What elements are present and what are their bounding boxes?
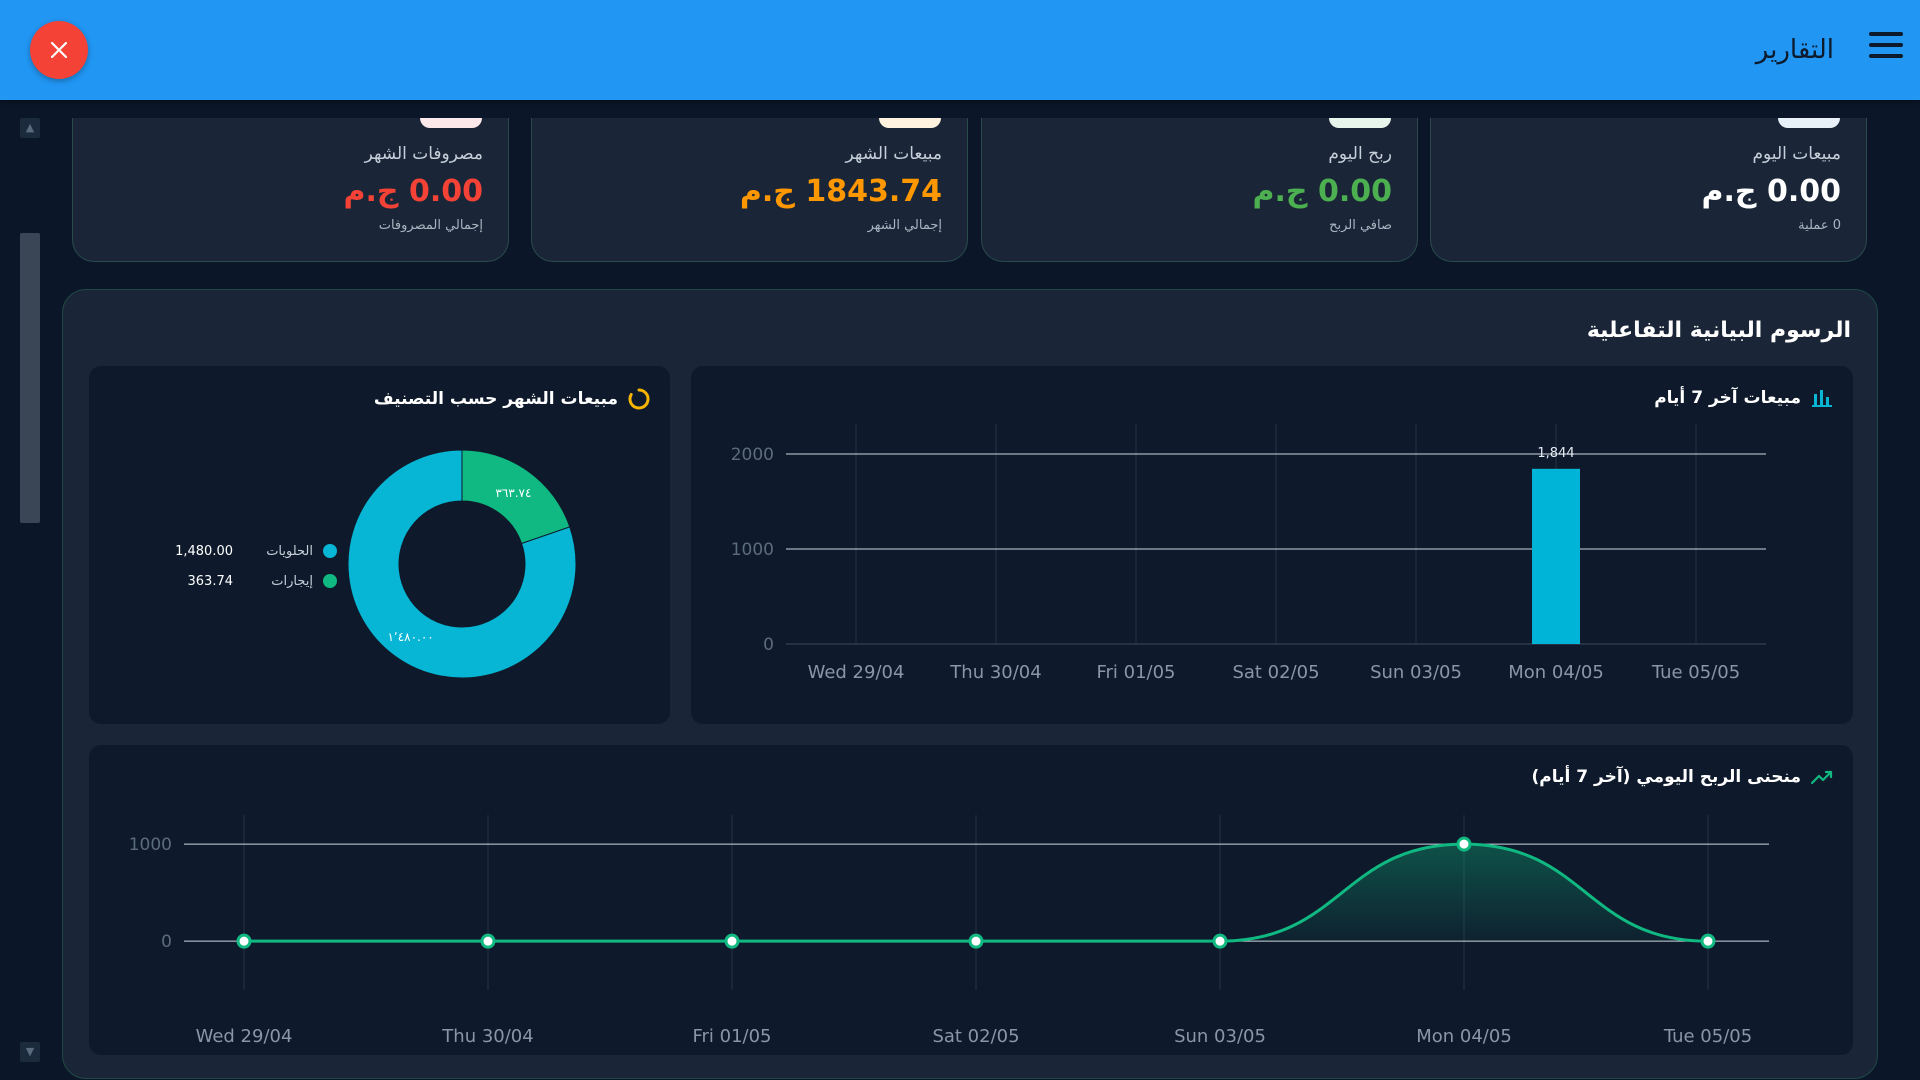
weekly-sales-card: مبيعات آخر 7 أيام 0 1000 2000 Wed 29/04 Thu … — [691, 366, 1853, 724]
data-point — [236, 933, 252, 949]
stat-card-today-sales: مبيعات اليوم 0.00 ج.م 0 عملية — [1430, 118, 1867, 262]
stat-subtitle: إجمالي المصروفات — [378, 218, 483, 233]
scroll-up-arrow[interactable]: ▲ — [20, 118, 40, 138]
donut-slice — [347, 449, 577, 679]
data-point — [724, 933, 740, 949]
legend-dot — [323, 574, 337, 588]
category-sales-title-text: مبيعات الشهر حسب التصنيف — [373, 389, 618, 409]
category-sales-title: مبيعات الشهر حسب التصنيف — [374, 388, 650, 410]
stat-label: مبيعات اليوم — [1752, 144, 1842, 164]
donut-chart-icon — [628, 388, 650, 410]
data-point — [1212, 933, 1228, 949]
x-tick-label: Thu 30/04 — [441, 1026, 533, 1047]
x-tick-label: Fri 01/05 — [692, 1026, 771, 1047]
x-tick-label: Mon 04/05 — [1416, 1026, 1512, 1047]
data-point — [1456, 836, 1472, 852]
stat-value: 1843.74 ج.م — [739, 174, 942, 209]
data-label: 1,844 — [1537, 446, 1574, 461]
y-tick-label: 1000 — [731, 540, 774, 560]
x-tick-label: Sat 02/05 — [932, 1026, 1019, 1047]
x-tick-label: Fri 01/05 — [1096, 662, 1175, 683]
slice-label: ١٬٤٨٠.٠٠ — [387, 630, 433, 644]
stat-card-tab — [1778, 118, 1840, 128]
x-tick-label: Sat 02/05 — [1232, 662, 1319, 683]
charts-panel: الرسوم البيانية التفاعلية مبيعات الشهر ح… — [62, 289, 1878, 1079]
close-button[interactable] — [30, 21, 88, 79]
stat-subtitle: صافي الربح — [1329, 218, 1392, 233]
stat-card-tab — [1329, 118, 1391, 128]
top-app-bar: التقارير — [0, 0, 1920, 100]
stat-card-tab — [420, 118, 482, 128]
legend-value: 363.74 — [187, 573, 234, 589]
bar-chart-icon — [1812, 390, 1832, 407]
legend-dot — [323, 544, 337, 558]
y-tick-label: 1000 — [129, 835, 172, 855]
data-point — [480, 933, 496, 949]
stat-value: 0.00 ج.م — [1701, 174, 1841, 209]
stat-subtitle: إجمالي الشهر — [867, 218, 942, 233]
charts-panel-title: الرسوم البيانية التفاعلية — [1586, 318, 1851, 343]
slice-label: ٣٦٣.٧٤ — [495, 486, 531, 500]
legend-value: 1,480.00 — [175, 543, 233, 559]
stat-value: 0.00 ج.م — [343, 174, 483, 209]
menu-icon — [1869, 32, 1903, 36]
page-title: التقارير — [1755, 35, 1834, 65]
stat-subtitle: 0 عملية — [1798, 218, 1841, 233]
data-point — [968, 933, 984, 949]
bar-chart[interactable]: 0 1000 2000 Wed 29/04 Thu 30/04 Fri 01/05 Sat … — [691, 366, 1853, 724]
x-tick-label: Sun 03/05 — [1370, 662, 1462, 683]
y-tick-label: 0 — [763, 635, 774, 655]
weekly-sales-title: مبيعات آخر 7 أيام — [1654, 388, 1833, 408]
x-tick-label: Tue 05/05 — [1663, 1026, 1752, 1047]
stat-label: مصروفات الشهر — [364, 144, 483, 164]
stat-card-month-expenses: مصروفات الشهر 0.00 ج.م إجمالي المصروفات — [72, 118, 509, 262]
donut-chart[interactable]: ٣٦٣.٧٤ ١٬٤٨٠.٠٠ — [89, 366, 670, 724]
x-tick-label: Sun 03/05 — [1174, 1026, 1266, 1047]
legend-item[interactable]: إيجارات 363.74 — [107, 566, 337, 596]
y-tick-label: 2000 — [731, 445, 774, 465]
y-tick-label: 0 — [161, 932, 172, 952]
close-icon — [50, 41, 68, 59]
stat-label: مبيعات الشهر — [845, 144, 942, 164]
weekly-sales-title-text: مبيعات آخر 7 أيام — [1654, 388, 1801, 408]
daily-profit-card: منحنى الربح اليومي (آخر 7 أيام) 0 1000 Wed… — [89, 745, 1853, 1055]
legend-item[interactable]: الحلويات 1,480.00 — [107, 536, 337, 566]
category-sales-card: مبيعات الشهر حسب التصنيف ٣٦٣.٧٤ ١٬٤٨٠.٠٠ … — [89, 366, 670, 724]
area-chart[interactable]: 0 1000 Wed 29/04 Thu 30/04 Fri 01/05 Sat 02/0… — [89, 745, 1853, 1055]
bar — [1532, 468, 1580, 644]
legend-label: إيجارات — [271, 573, 313, 589]
x-tick-label: Wed 29/04 — [808, 662, 905, 683]
x-tick-label: Mon 04/05 — [1508, 662, 1604, 683]
area-fill — [244, 844, 1708, 942]
legend-label: الحلويات — [266, 543, 313, 559]
daily-profit-title-text: منحنى الربح اليومي (آخر 7 أيام) — [1531, 767, 1801, 787]
stat-card-tab — [879, 118, 941, 128]
daily-profit-title: منحنى الربح اليومي (آخر 7 أيام) — [1531, 767, 1833, 787]
donut-legend: الحلويات 1,480.00 إيجارات 363.74 — [107, 536, 337, 596]
x-tick-label: Tue 05/05 — [1651, 662, 1740, 683]
scrollbar[interactable]: ▲ ▼ — [18, 118, 42, 1062]
scroll-down-arrow[interactable]: ▼ — [20, 1042, 40, 1062]
trending-up-icon — [1811, 770, 1833, 785]
stat-value: 0.00 ج.م — [1252, 174, 1392, 209]
stat-label: ربح اليوم — [1328, 144, 1392, 164]
stat-card-today-profit: ربح اليوم 0.00 ج.م صافي الربح — [981, 118, 1418, 262]
scroll-thumb[interactable] — [20, 233, 40, 523]
data-point — [1700, 933, 1716, 949]
x-tick-label: Thu 30/04 — [949, 662, 1041, 683]
stat-card-month-sales: مبيعات الشهر 1843.74 ج.م إجمالي الشهر — [531, 118, 968, 262]
menu-button[interactable] — [1866, 32, 1906, 68]
x-tick-label: Wed 29/04 — [196, 1026, 293, 1047]
